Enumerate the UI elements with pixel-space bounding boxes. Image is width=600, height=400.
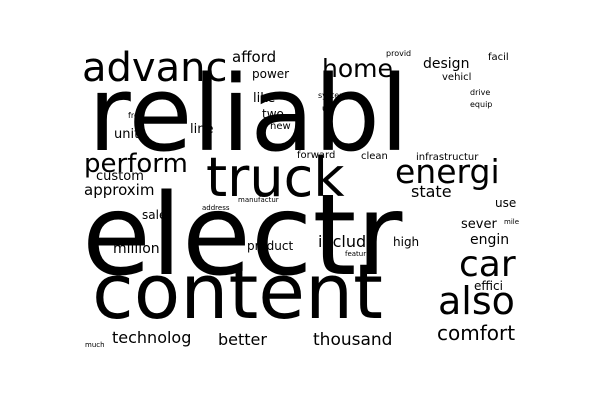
word-address: address: [202, 204, 230, 212]
word-use: use: [495, 196, 516, 210]
word-design: design: [423, 56, 469, 72]
word-state: state: [411, 182, 452, 201]
word-drive: drive: [470, 88, 490, 97]
word-forward: forward: [297, 150, 335, 161]
word-sever: sever: [461, 217, 497, 232]
word-facil: facil: [488, 52, 509, 63]
word-electr: electr: [82, 171, 403, 301]
word-featur: featur: [345, 250, 366, 258]
word-free: free: [128, 111, 144, 120]
word-advanc: advanc: [82, 45, 227, 91]
word-u: u: [322, 104, 327, 113]
word-manufactur: manufactur: [238, 196, 279, 204]
word-million: million: [113, 241, 160, 257]
word-reliabl: reliabl: [88, 53, 409, 175]
word-includ: includ: [318, 232, 366, 251]
word-much: much: [85, 341, 105, 349]
word-engin: engin: [470, 232, 509, 248]
word-high: high: [393, 235, 419, 249]
word-sale: sale: [142, 208, 166, 222]
word-system: system: [318, 91, 347, 100]
word-comfort: comfort: [437, 321, 515, 345]
word-equip: equip: [470, 100, 492, 109]
word-provid: provid: [386, 49, 411, 58]
word-technolog: technolog: [112, 328, 191, 347]
word-home: home: [322, 54, 393, 83]
word-energi: energi: [395, 152, 500, 191]
word-mile: mile: [504, 218, 519, 226]
word-afford: afford: [232, 48, 276, 66]
word-line: line: [190, 122, 213, 137]
word-like: like: [253, 91, 275, 106]
word-clean: clean: [361, 151, 388, 162]
word-better: better: [218, 330, 267, 349]
word-power: power: [252, 67, 289, 81]
word-thousand: thousand: [313, 330, 392, 350]
word-car: car: [459, 244, 516, 285]
word-product: product: [247, 239, 293, 253]
word-vehicl: vehicl: [442, 72, 471, 83]
word-custom: custom: [96, 169, 144, 184]
word-content: content: [92, 247, 383, 336]
word-new: new: [270, 121, 291, 132]
word-two: two: [262, 107, 284, 121]
word-perform: perform: [84, 149, 188, 179]
word-infrastructur: infrastructur: [416, 152, 479, 163]
word-also: also: [438, 279, 515, 323]
word-truck: truck: [206, 146, 345, 209]
word-effici: effici: [474, 279, 503, 293]
word-unit: unit: [114, 127, 139, 142]
word-approxim: approxim: [84, 181, 154, 199]
